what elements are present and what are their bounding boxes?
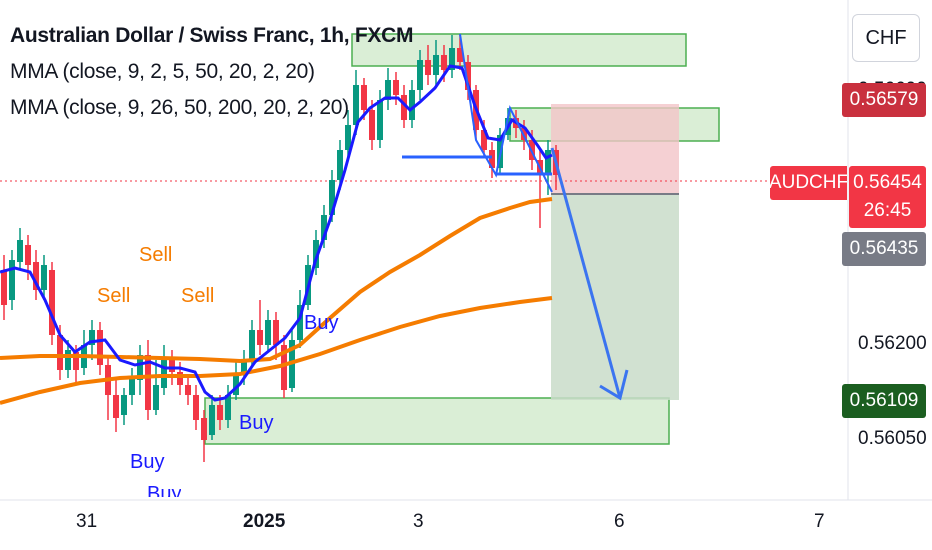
current-price-value: 0.56454: [853, 172, 922, 193]
candle-body: [57, 335, 63, 370]
candle-body: [225, 395, 231, 420]
candle-body: [545, 150, 551, 175]
candle-body: [449, 48, 455, 70]
candle-body: [369, 110, 375, 140]
price-tick-0-56200: 0.56200: [858, 333, 927, 354]
stop-loss-price-label: 0.56579: [842, 83, 926, 117]
candle-body: [89, 330, 95, 345]
candle-body: [385, 80, 391, 100]
stop-loss-area: [551, 104, 679, 194]
candle-body: [129, 378, 135, 395]
candle-body: [145, 355, 151, 410]
current-price-label: 0.56454 26:45: [849, 166, 926, 228]
candle-body: [353, 85, 359, 125]
candle-body: [185, 385, 191, 395]
chart-title: Australian Dollar / Swiss Franc, 1h, FXC…: [10, 24, 414, 47]
candle-body: [9, 260, 15, 300]
time-tick-3: 3: [413, 511, 424, 532]
price-tick-0-56050: 0.56050: [858, 428, 927, 449]
candle-body: [393, 80, 399, 95]
candle-body: [41, 265, 47, 290]
sell-signal-label: Sell: [97, 285, 131, 307]
slow-ma-50-line: [0, 197, 553, 364]
time-tick-2025: 2025: [243, 511, 286, 532]
forecast-arrow: [550, 147, 622, 399]
indicator-2-label: MMA (close, 9, 26, 50, 200, 20, 2, 20): [10, 96, 349, 119]
ticker-label: AUDCHF: [769, 166, 848, 200]
candle-body: [377, 100, 383, 140]
candle-body: [433, 55, 439, 75]
indicator-1-label: MMA (close, 9, 2, 5, 50, 20, 2, 20): [10, 60, 315, 83]
candle-body: [489, 150, 495, 168]
slow-ma-200-line: [0, 296, 553, 405]
candle-body: [257, 330, 263, 345]
sell-signal-label: Sell: [139, 244, 173, 266]
candle-body: [321, 215, 327, 240]
candle-body: [361, 85, 367, 110]
buy-signal-label: Buy: [304, 312, 339, 334]
time-tick-31: 31: [76, 511, 98, 532]
sell-signal-label: Sell: [181, 285, 215, 307]
candle-body: [201, 418, 207, 440]
candle-body: [193, 395, 199, 420]
gray-price-label: 0.56435: [842, 232, 926, 266]
target-price-label: 0.56109: [842, 384, 926, 418]
drawings-layer: [402, 33, 629, 401]
time-tick-7: 7: [814, 511, 825, 532]
candle-body: [113, 395, 119, 418]
candle-body: [457, 48, 463, 62]
time-tick-6: 6: [614, 511, 625, 532]
candle-body: [281, 345, 287, 390]
currency-button[interactable]: CHF: [852, 14, 920, 62]
candle-body: [137, 355, 143, 380]
candle-body: [265, 320, 271, 345]
candle-body: [337, 150, 343, 180]
moving-averages-layer: [0, 64, 553, 405]
buy-signal-label: Buy: [239, 412, 274, 434]
candle-body: [177, 372, 183, 385]
candle-body: [25, 245, 31, 265]
candle-body: [409, 90, 415, 120]
zones-layer: [204, 33, 720, 445]
candle-body: [313, 240, 319, 268]
candle-body: [73, 352, 79, 370]
candle-body: [33, 262, 39, 290]
candle-body: [49, 270, 55, 335]
candle-body: [233, 375, 239, 395]
candle-body: [249, 330, 255, 360]
candle-body: [241, 360, 247, 375]
candle-body: [401, 95, 407, 120]
candle-body: [169, 360, 175, 372]
candle-body: [217, 405, 223, 420]
candle-body: [345, 125, 351, 150]
supply-zone-top: [351, 33, 687, 67]
forecast-arrowhead: [599, 369, 629, 401]
candle-body: [425, 60, 431, 75]
candle-body: [17, 240, 23, 262]
candle-body: [329, 180, 335, 215]
buy-signal-label: Buy: [147, 483, 182, 497]
candle-body: [441, 55, 447, 70]
candle-body: [297, 305, 303, 340]
candle-body: [465, 62, 471, 90]
candle-body: [97, 330, 103, 365]
candle-countdown: 26:45: [863, 200, 912, 221]
buy-signal-label: Buy: [130, 451, 165, 473]
candle-body: [1, 270, 7, 305]
candle-body: [65, 350, 71, 370]
candle-body: [417, 60, 423, 90]
take-profit-area: [551, 194, 679, 400]
candle-body: [121, 395, 127, 415]
fast-ma-line: [0, 64, 553, 402]
candle-body: [273, 320, 279, 345]
candle-body: [481, 130, 487, 150]
candle-body: [209, 405, 215, 435]
demand-zone-bottom: [204, 397, 670, 445]
pattern-path: [459, 33, 553, 193]
candle-body: [153, 385, 159, 410]
